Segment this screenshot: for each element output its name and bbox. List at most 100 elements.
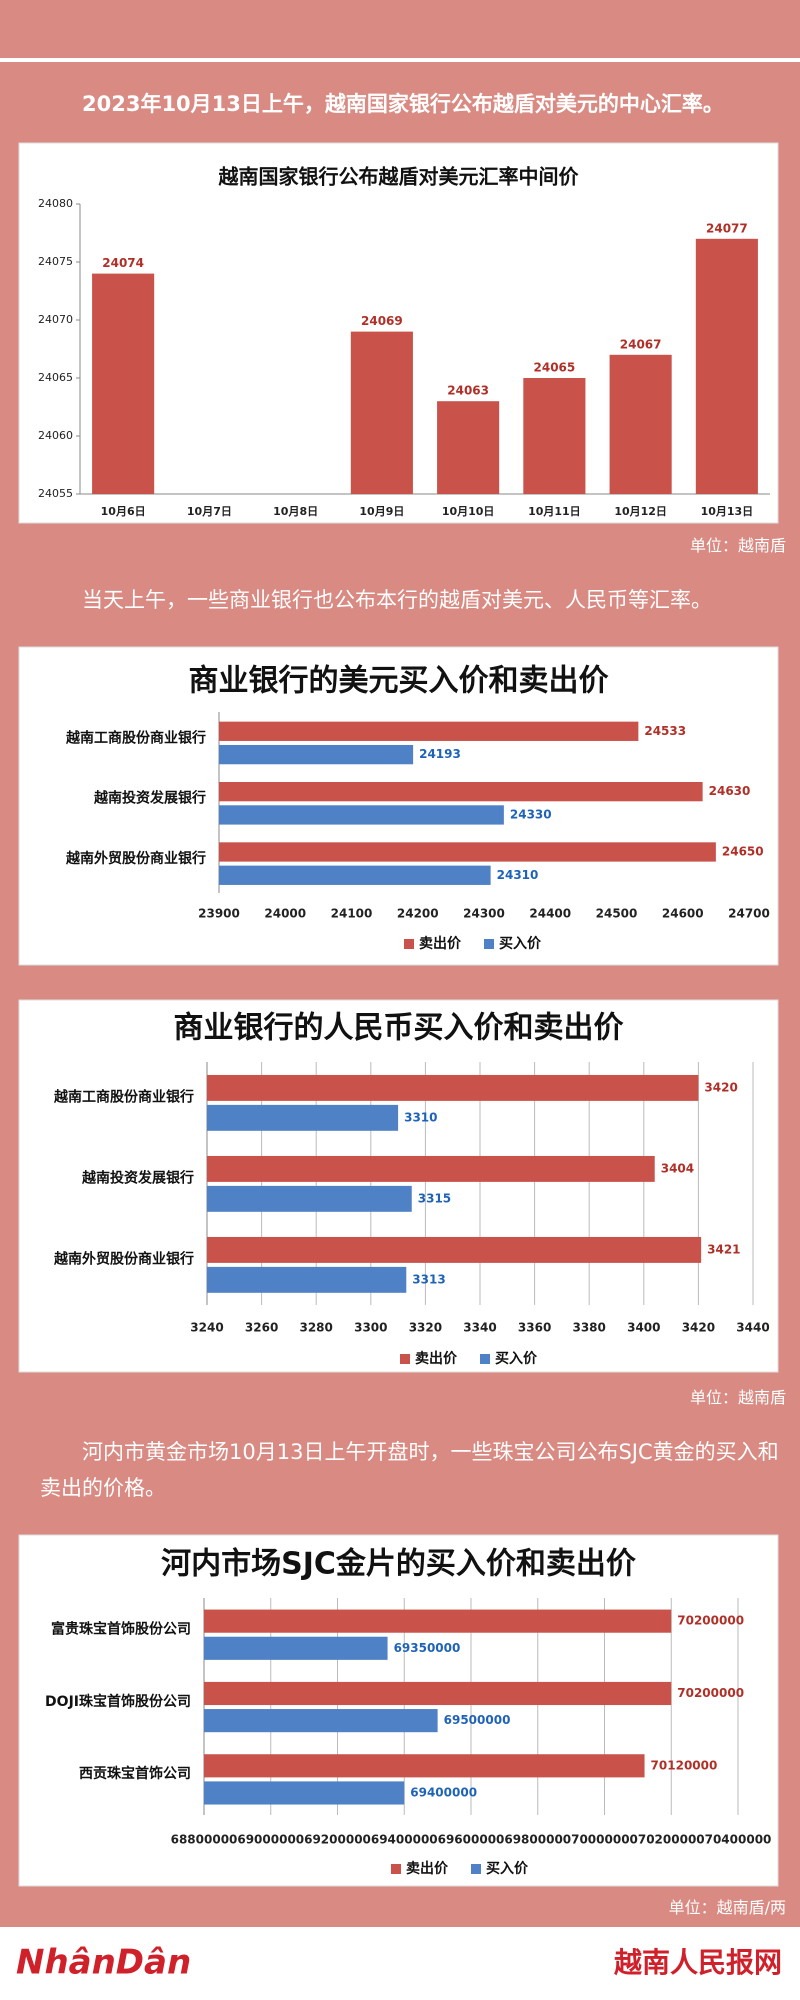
bar [219, 744, 414, 765]
x-tick-label: 3240 [190, 1321, 223, 1335]
bar [523, 378, 586, 494]
value-label: 24310 [497, 868, 539, 882]
category-label: 越南投资发展银行 [93, 790, 206, 807]
value-label: 24077 [706, 221, 748, 235]
value-label: 69350000 [394, 1641, 461, 1655]
bar [92, 273, 155, 494]
value-label: 24074 [102, 256, 144, 270]
value-label: 24065 [534, 361, 576, 375]
x-tick-label: 69200000 [304, 1833, 371, 1847]
value-label: 24063 [447, 384, 489, 398]
legend-swatch [404, 939, 414, 949]
x-tick-label: 3320 [409, 1321, 442, 1335]
bar [207, 1104, 399, 1131]
value-label: 3421 [707, 1242, 740, 1256]
bar [204, 1636, 388, 1660]
value-label: 24650 [722, 844, 764, 858]
x-tick-label: 10月12日 [614, 505, 667, 518]
category-label: 越南工商股份商业银行 [53, 1088, 194, 1105]
chart-title: 河内市场SJC金片的买入价和卖出价 [161, 1547, 636, 1582]
bar [219, 865, 491, 885]
bar [204, 1754, 645, 1778]
value-label: 69400000 [410, 1785, 477, 1799]
bar [204, 1709, 438, 1733]
y-tick-label: 24060 [38, 429, 73, 442]
y-tick-label: 24055 [38, 487, 73, 500]
bar [695, 238, 758, 494]
legend-label: 买入价 [499, 936, 542, 952]
bar [207, 1155, 655, 1182]
bar [204, 1609, 672, 1633]
bar [204, 1781, 405, 1805]
value-label: 3310 [404, 1110, 437, 1124]
x-tick-label: 3380 [572, 1321, 605, 1335]
x-tick-label: 23900 [198, 907, 240, 921]
unit-note: 单位：越南盾 [689, 1388, 786, 1407]
value-label: 69500000 [444, 1713, 511, 1727]
x-tick-label: 3340 [463, 1321, 496, 1335]
x-tick-label: 68800000 [171, 1833, 238, 1847]
x-tick-label: 69400000 [371, 1833, 438, 1847]
x-tick-label: 24700 [728, 907, 770, 921]
value-label: 70200000 [677, 1614, 744, 1628]
value-label: 3404 [661, 1161, 694, 1175]
x-tick-label: 24500 [596, 907, 638, 921]
legend-swatch [471, 1864, 481, 1874]
unit-note: 单位：越南盾 [689, 536, 786, 555]
bar [219, 781, 703, 802]
value-label: 24533 [644, 724, 686, 738]
x-tick-label: 24100 [331, 907, 373, 921]
y-tick-label: 24065 [38, 371, 73, 384]
category-label: 越南投资发展银行 [81, 1169, 194, 1186]
value-label: 24193 [419, 747, 461, 761]
x-tick-label: 69800000 [504, 1833, 571, 1847]
legend-swatch [484, 939, 494, 949]
category-label: 越南工商股份商业银行 [65, 729, 206, 746]
legend-label: 买入价 [486, 1861, 529, 1877]
legend-label: 卖出价 [419, 935, 462, 952]
paragraph: 河内市黄金市场10月13日上午开盘时，一些珠宝公司公布SJC黄金的买入和卖出的价… [40, 1440, 779, 1500]
x-tick-label: 10月11日 [528, 505, 581, 518]
bar [207, 1185, 412, 1212]
footer-logo: NhânDân [16, 1943, 191, 1983]
bar [609, 354, 672, 494]
x-tick-label: 70200000 [638, 1833, 705, 1847]
category-label: 西贡珠宝首饰公司 [79, 1765, 191, 1782]
x-tick-label: 10月7日 [187, 505, 232, 518]
footer-band [0, 1927, 800, 2000]
y-tick-label: 24075 [38, 255, 73, 268]
value-label: 3313 [412, 1272, 445, 1286]
category-label: 越南外贸股份商业银行 [65, 850, 206, 867]
paragraph: 当天上午，一些商业银行也公布本行的越盾对美元、人民币等汇率。 [82, 588, 712, 612]
x-tick-label: 24600 [662, 907, 704, 921]
value-label: 24069 [361, 314, 403, 328]
legend-swatch [391, 1864, 401, 1874]
footer-site: 越南人民报网 [614, 1946, 782, 1979]
x-tick-label: 69600000 [438, 1833, 505, 1847]
legend-label: 卖出价 [406, 1860, 449, 1877]
x-tick-label: 24300 [463, 907, 505, 921]
x-tick-label: 69000000 [237, 1833, 304, 1847]
x-tick-label: 3260 [245, 1321, 278, 1335]
x-tick-label: 3360 [518, 1321, 551, 1335]
bar [219, 721, 639, 741]
value-label: 24067 [620, 337, 662, 351]
x-tick-label: 24000 [264, 907, 306, 921]
x-tick-label: 10月10日 [442, 505, 495, 518]
x-tick-label: 3440 [736, 1321, 769, 1335]
value-label: 3420 [704, 1080, 737, 1094]
x-tick-label: 10月8日 [273, 505, 318, 518]
bar [350, 331, 413, 494]
y-tick-label: 24080 [38, 197, 73, 210]
x-tick-label: 10月13日 [701, 505, 754, 518]
chart-title: 商业银行的美元买入价和卖出价 [189, 664, 609, 699]
category-label: 富贵珠宝首饰股份公司 [51, 1621, 191, 1638]
value-label: 70200000 [677, 1686, 744, 1700]
value-label: 24630 [709, 784, 751, 798]
unit-note: 单位：越南盾/两 [668, 1898, 786, 1917]
bar [219, 805, 504, 825]
legend-label: 买入价 [495, 1351, 538, 1367]
x-tick-label: 3280 [299, 1321, 332, 1335]
